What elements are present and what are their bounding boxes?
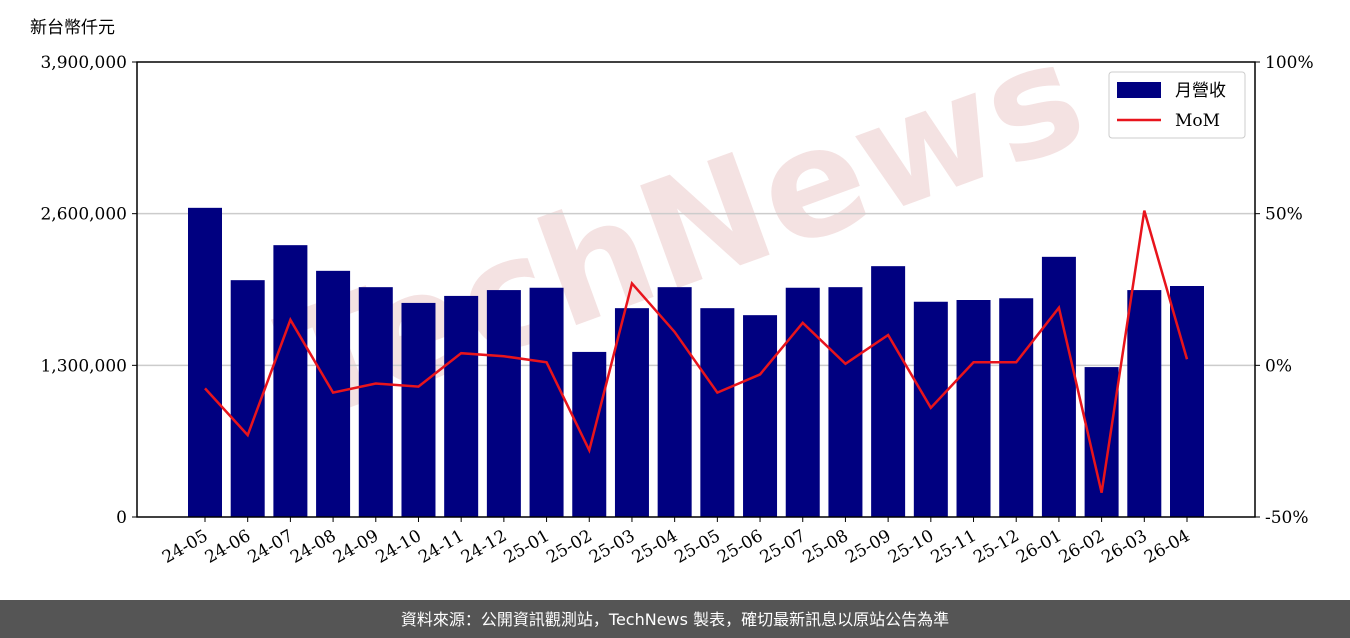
x-tick-label: 25-12 — [970, 526, 1022, 568]
x-tick-label: 24-06 — [202, 526, 254, 568]
y-tick-label: 1,300,000 — [40, 356, 127, 376]
x-tick-label: 24-08 — [287, 526, 339, 568]
bar — [743, 315, 778, 517]
bar — [657, 287, 692, 517]
y-tick-label: 0 — [116, 508, 127, 528]
y2-tick-label: -50% — [1265, 508, 1309, 528]
x-tick-label: 25-05 — [671, 526, 723, 568]
x-tick-label: 24-11 — [415, 526, 467, 568]
plot-frame — [136, 61, 1256, 518]
legend-label: 月營收 — [1175, 81, 1226, 101]
x-tick-label: 25-02 — [543, 526, 595, 568]
y-tick-label: 2,600,000 — [40, 205, 127, 225]
bar — [444, 295, 479, 517]
bar — [273, 245, 308, 517]
y-axis-label: 新台幣仟元 — [30, 18, 115, 38]
bar — [188, 207, 222, 518]
x-tick-label: 25-09 — [842, 526, 894, 568]
x-tick-label: 25-06 — [714, 526, 766, 568]
x-tick-label: 26-04 — [1141, 526, 1193, 568]
bar — [316, 270, 351, 517]
bar — [230, 280, 265, 517]
x-tick-label: 25-08 — [799, 526, 851, 568]
bar — [871, 266, 906, 517]
bar — [700, 308, 735, 517]
bar — [785, 287, 820, 517]
legend-swatch — [1117, 82, 1161, 98]
footer: 資料來源：公開資訊觀測站，TechNews 製表，確切最新訊息以原站公告為準 — [401, 610, 949, 629]
bar — [486, 290, 521, 517]
x-tick-label: 25-11 — [928, 526, 980, 568]
bar — [529, 287, 564, 517]
bar — [1041, 256, 1076, 517]
legend-label: MoM — [1175, 111, 1220, 131]
y2-tick-label: 50% — [1265, 205, 1303, 225]
bar — [401, 302, 436, 517]
bar — [614, 308, 649, 517]
x-tick-label: 24-12 — [458, 526, 510, 568]
x-tick-label: 25-07 — [757, 526, 809, 568]
bar — [358, 287, 393, 517]
y-tick-label: 3,900,000 — [40, 53, 127, 73]
x-tick-label: 25-03 — [586, 526, 638, 568]
x-tick-label: 26-03 — [1098, 526, 1150, 568]
bar — [828, 287, 863, 517]
y2-tick-label: 0% — [1265, 356, 1292, 376]
bar — [1170, 286, 1204, 517]
x-tick-label: 25-04 — [629, 526, 681, 568]
x-tick-label: 24-05 — [159, 526, 211, 568]
x-tick-label: 26-02 — [1056, 526, 1108, 568]
line — [204, 210, 1189, 494]
bar — [956, 300, 991, 517]
x-tick-label: 25-01 — [501, 526, 553, 568]
bar — [1127, 290, 1162, 517]
y2-tick-label: 100% — [1265, 53, 1314, 73]
bar — [572, 351, 607, 517]
x-tick-label: 25-10 — [885, 526, 937, 568]
x-tick-label: 24-07 — [244, 526, 296, 568]
bar — [999, 298, 1034, 517]
x-tick-label: 26-01 — [1013, 526, 1065, 568]
x-tick-label: 24-09 — [330, 526, 382, 568]
x-tick-label: 24-10 — [373, 526, 425, 568]
footer-bar — [0, 600, 1350, 638]
